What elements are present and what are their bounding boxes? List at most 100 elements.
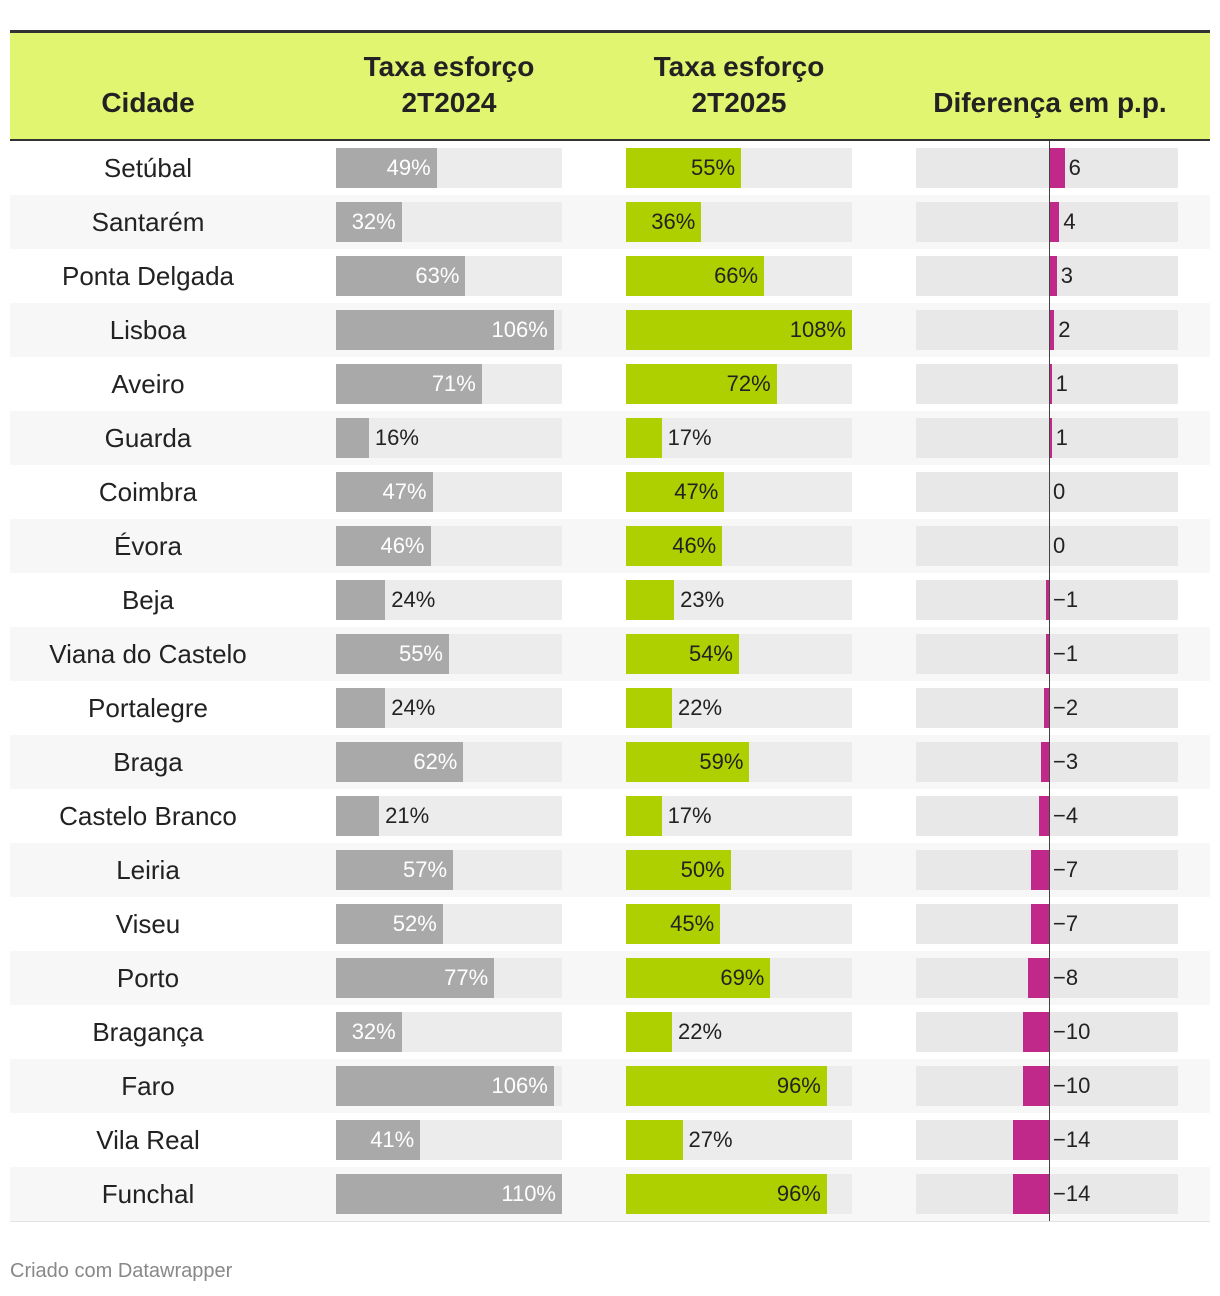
table-row: Coimbra 47% 47% 0	[10, 465, 1210, 520]
value-label: 24%	[391, 587, 436, 612]
bar	[626, 1012, 673, 1052]
value-label: 106%	[491, 1073, 548, 1098]
value-label: 72%	[726, 371, 771, 396]
value-label: 17%	[667, 803, 712, 828]
table-row: Funchal 110% 96% −14	[10, 1167, 1210, 1222]
table-row: Viseu 52% 45% −7	[10, 897, 1210, 952]
value-label: −4	[1053, 803, 1079, 828]
bar	[336, 742, 464, 782]
value-label: 17%	[667, 425, 712, 450]
value-label: −14	[1053, 1127, 1091, 1152]
value-label: 96%	[776, 1181, 821, 1206]
diff-bar	[1049, 364, 1052, 404]
bar	[626, 1066, 827, 1106]
value-label: −14	[1053, 1181, 1091, 1206]
table-row: Santarém 32% 36% 4	[10, 195, 1210, 250]
value-label: 3	[1060, 263, 1074, 288]
value-label: −10	[1053, 1019, 1091, 1044]
diff-bar	[1043, 688, 1049, 728]
table-row: Vila Real 41% 27% −14	[10, 1113, 1210, 1168]
value-label: −2	[1053, 695, 1079, 720]
bar	[336, 1066, 554, 1106]
bar-background	[916, 364, 1178, 404]
table-row: Braga 62% 59% −3	[10, 735, 1210, 790]
city-name: Aveiro	[111, 369, 185, 399]
bar	[626, 1174, 827, 1214]
table-row: Castelo Branco 21% 17% −4	[10, 789, 1210, 844]
city-name: Évora	[114, 531, 182, 561]
value-label: −8	[1053, 965, 1079, 990]
bar	[336, 634, 449, 674]
value-label: 66%	[714, 263, 759, 288]
bar	[336, 904, 443, 944]
diff-bar	[1012, 1174, 1049, 1214]
city-name: Coimbra	[98, 477, 198, 507]
city-name: Braga	[113, 747, 183, 777]
table-row: Porto 77% 69% −8	[10, 951, 1210, 1006]
bar	[626, 904, 721, 944]
bar	[626, 850, 731, 890]
bar	[336, 1174, 562, 1214]
table-row: Lisboa 106% 108% 2	[10, 303, 1210, 358]
value-label: 32%	[351, 209, 396, 234]
column-header: Taxa esforço 2T2025	[653, 51, 825, 118]
value-label: 46%	[672, 533, 717, 558]
value-label: 41%	[370, 1127, 415, 1152]
diff-bar	[1041, 742, 1049, 782]
table-row: Faro 106% 96% −10	[10, 1059, 1210, 1114]
table-row: Bragança 32% 22% −10	[10, 1005, 1210, 1060]
value-label: 4	[1063, 209, 1076, 234]
value-label: −7	[1053, 911, 1079, 936]
bar	[626, 148, 742, 188]
column-header: Cidade	[101, 87, 195, 118]
diff-bar	[1030, 904, 1049, 944]
value-label: 108%	[789, 317, 846, 342]
bar-background	[916, 418, 1178, 458]
bar	[626, 418, 662, 458]
city-name: Funchal	[101, 1179, 195, 1209]
value-label: 63%	[415, 263, 460, 288]
value-label: −1	[1053, 641, 1079, 666]
bar	[626, 202, 702, 242]
bar	[336, 202, 402, 242]
bar-background	[916, 310, 1178, 350]
value-label: 59%	[699, 749, 744, 774]
value-label: 6	[1068, 155, 1081, 180]
bar	[626, 472, 725, 512]
value-label: 22%	[678, 1019, 723, 1044]
city-name: Portalegre	[88, 693, 208, 723]
table-row: Beja 24% 23% −1	[10, 573, 1210, 628]
bar	[626, 634, 739, 674]
bar	[336, 472, 433, 512]
table-row: Ponta Delgada 63% 66% 3	[10, 249, 1210, 304]
bar	[626, 310, 852, 350]
bar	[626, 526, 723, 566]
value-label: 32%	[351, 1019, 396, 1044]
value-label: 55%	[398, 641, 443, 666]
table-body: Setúbal 49% 55% 6 Santarém 32% 36% 4 Ponta Delga…	[0, 141, 1220, 1222]
value-label: 110%	[501, 1181, 556, 1206]
city-name: Bragança	[92, 1017, 204, 1047]
city-name: Setúbal	[103, 153, 193, 183]
value-label: −1	[1053, 587, 1079, 612]
bar	[336, 580, 386, 620]
bar	[626, 796, 662, 836]
value-label: 0	[1053, 533, 1066, 558]
bar	[336, 526, 431, 566]
value-label: 106%	[491, 317, 548, 342]
diff-bar	[1046, 580, 1049, 620]
value-label: −10	[1053, 1073, 1091, 1098]
bar-background	[916, 256, 1178, 296]
value-label: −3	[1053, 749, 1079, 774]
value-label: 21%	[385, 803, 430, 828]
diff-bar	[1023, 1012, 1049, 1052]
value-label: 2	[1058, 317, 1071, 342]
bar-background	[916, 148, 1178, 188]
value-label: 71%	[431, 371, 476, 396]
value-label: 24%	[391, 695, 436, 720]
diff-bar	[1049, 418, 1052, 458]
bar	[626, 256, 765, 296]
bar-background	[626, 796, 852, 836]
bar	[336, 850, 454, 890]
bar	[336, 310, 554, 350]
